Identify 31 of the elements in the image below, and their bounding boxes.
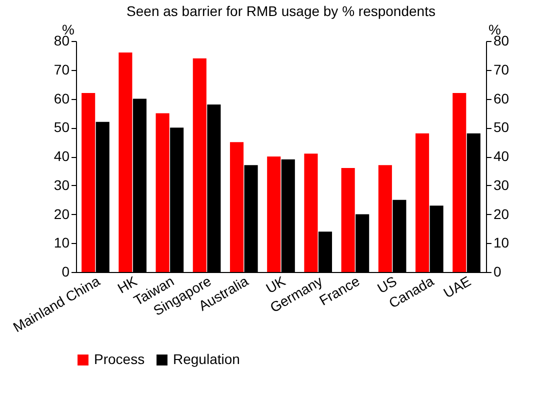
bar <box>230 142 244 272</box>
y2-tick-label: 30 <box>494 176 510 193</box>
y-tick-label: 10 <box>54 234 70 251</box>
bar <box>452 92 466 272</box>
legend-label: Process <box>94 351 145 367</box>
y-tick-label: 20 <box>54 206 70 222</box>
y-tick-label: 40 <box>54 148 70 164</box>
y2-tick-label: 0 <box>494 264 502 280</box>
bar <box>416 133 430 272</box>
y-tick-label: 0 <box>62 264 70 280</box>
y2-tick-label: 70 <box>494 61 510 78</box>
y2-tick-label: 10 <box>494 234 510 251</box>
bar <box>267 156 281 272</box>
y-tick-label: 70 <box>54 61 70 78</box>
y2-tick-label: 50 <box>494 119 510 136</box>
bar <box>82 92 96 272</box>
y-tick-label: 60 <box>54 90 70 106</box>
chart-title: Seen as barrier for RMB usage by % respondents <box>126 3 436 19</box>
bar <box>304 154 318 272</box>
bar <box>118 52 132 272</box>
y-tick-label: 30 <box>54 176 70 193</box>
y-tick-label: 50 <box>54 119 70 136</box>
bar <box>156 113 170 272</box>
bar <box>341 168 355 272</box>
x-tick-label: UAE <box>440 272 474 302</box>
y2-tick-label: 40 <box>494 148 510 164</box>
y2-tick-label: 20 <box>494 206 510 222</box>
bar <box>378 165 392 272</box>
legend-label: Regulation <box>173 351 240 367</box>
bar <box>192 58 206 272</box>
y2-tick-label: 60 <box>494 90 510 106</box>
